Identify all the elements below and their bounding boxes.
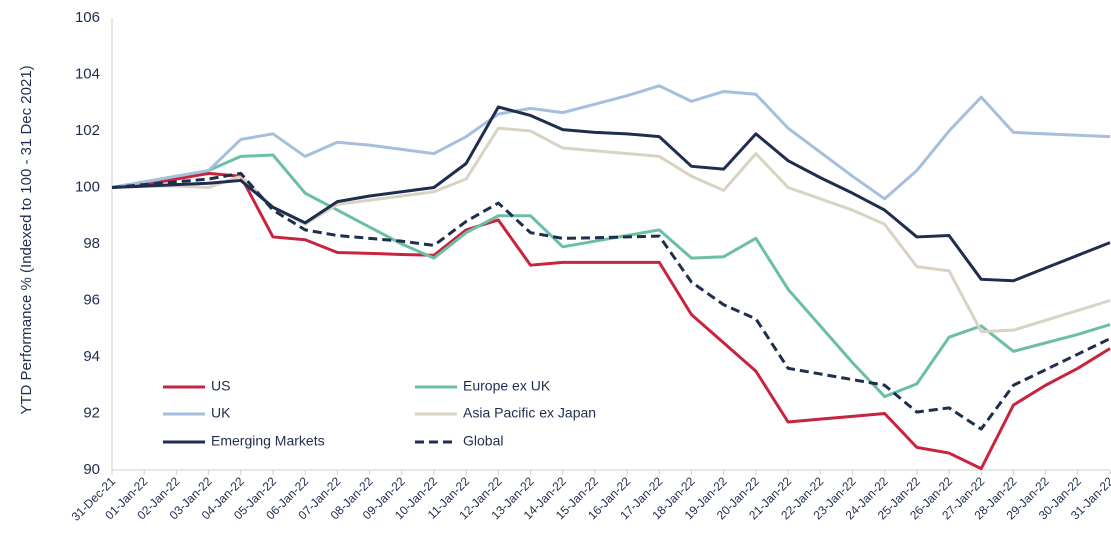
- y-tick-label: 98: [83, 235, 100, 252]
- y-tick-label: 94: [83, 348, 100, 365]
- legend-label: Asia Pacific ex Japan: [463, 405, 596, 421]
- y-tick-label: 106: [75, 9, 100, 26]
- series-line: [111, 105, 1111, 283]
- y-tick-label: 102: [75, 122, 100, 139]
- legend-label: Europe ex UK: [463, 378, 551, 394]
- y-tick-label: 92: [83, 404, 100, 421]
- legend-label: Emerging Markets: [211, 433, 325, 449]
- y-tick-label: 90: [83, 461, 100, 478]
- series-line: [111, 84, 1111, 201]
- series-line: [111, 126, 1111, 334]
- legend-label: US: [211, 378, 230, 394]
- y-tick-label: 96: [83, 291, 100, 308]
- legend-label: Global: [463, 433, 503, 449]
- series-line: [111, 171, 1111, 471]
- legend-label: UK: [211, 405, 231, 421]
- series-line: [111, 153, 1111, 399]
- y-tick-label: 104: [75, 65, 100, 82]
- y-axis-label: YTD Performance % (Indexed to 100 - 31 D…: [18, 65, 35, 415]
- y-tick-label: 100: [75, 178, 100, 195]
- series-line: [111, 171, 1111, 431]
